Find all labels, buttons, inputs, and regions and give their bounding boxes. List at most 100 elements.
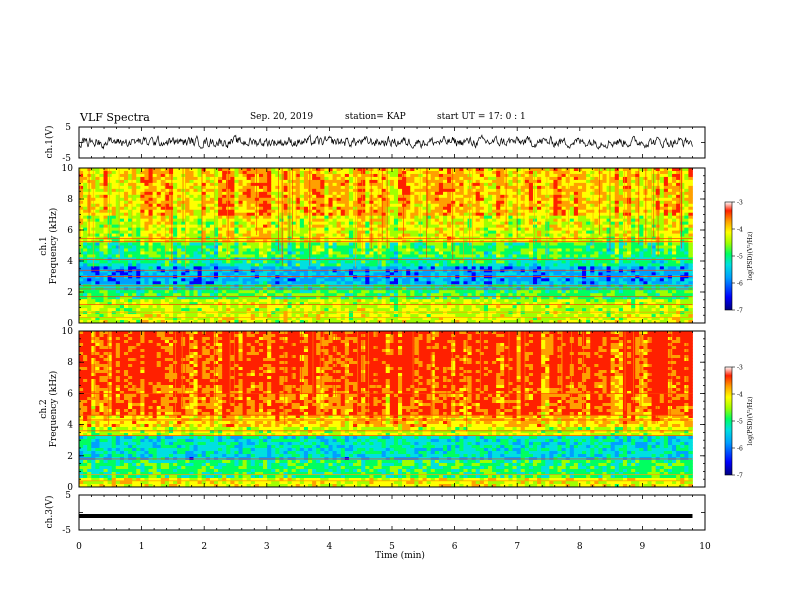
spectrogram-cell — [447, 302, 452, 306]
spectrogram-cell — [308, 245, 313, 249]
spectrogram-cell — [467, 245, 473, 249]
spectrogram-cell — [361, 290, 366, 294]
spectrogram-cell — [308, 272, 313, 276]
spectrogram-cell — [283, 314, 288, 318]
spectrogram-cell — [254, 296, 260, 300]
spectrogram-cell — [455, 248, 460, 252]
spectrogram-cell — [213, 281, 219, 285]
spectrogram-cell — [128, 293, 133, 297]
spectrogram-cell — [164, 179, 170, 184]
spectrogram-cell — [418, 218, 423, 223]
spectrogram-cell — [275, 227, 280, 231]
spectrogram-cell — [393, 209, 399, 214]
spectrogram-cell — [267, 248, 272, 252]
spectrogram-cell — [332, 320, 338, 324]
spectrogram-cell — [418, 215, 423, 220]
spectrogram-cell — [467, 269, 473, 273]
spectrogram-cell — [230, 197, 235, 202]
spectrogram-cell — [348, 170, 354, 175]
spectrogram-cell — [377, 203, 383, 208]
spectrogram-cell — [213, 275, 219, 279]
spectrogram-cell — [459, 188, 464, 193]
spectrogram-cell — [377, 278, 383, 282]
spectrogram-cell — [156, 185, 162, 190]
spectrogram-cell — [185, 272, 190, 276]
spectrogram-cell — [168, 227, 174, 231]
spectrogram-cell — [312, 168, 317, 172]
spectrogram-cell — [361, 206, 366, 211]
spectrogram-cell — [230, 173, 235, 178]
spectrogram-cell — [140, 230, 145, 234]
spectrogram-cell — [463, 260, 468, 264]
spectrogram-cell — [406, 317, 411, 321]
spectrogram-cell — [467, 260, 473, 264]
spectrogram-cell — [344, 296, 350, 300]
spectrogram-cell — [201, 215, 207, 220]
spectrogram-cell — [181, 290, 186, 294]
spectrogram-cell — [438, 278, 444, 282]
spectrogram-cell — [402, 191, 407, 196]
spectrogram-cell — [267, 266, 272, 270]
spectrogram-cell — [230, 302, 235, 306]
spectrogram-cell — [418, 176, 423, 181]
spectrogram-cell — [103, 311, 109, 315]
spectrogram-cell — [447, 215, 452, 220]
spectrogram-cell — [213, 224, 219, 229]
spectrogram-cell — [267, 200, 272, 205]
spectrogram-cell — [205, 296, 211, 300]
spectrogram-cell — [144, 194, 149, 199]
spectrogram-cell — [132, 221, 137, 226]
spectrogram-cell — [402, 173, 407, 178]
spectrogram-cell — [87, 242, 92, 246]
spectrogram-cell — [160, 194, 166, 199]
spectrogram-cell — [275, 206, 280, 211]
spectrogram-cell — [320, 173, 325, 178]
spectrogram-cell — [132, 275, 137, 279]
spectrogram-cell — [201, 248, 207, 252]
spectrogram-cell — [123, 230, 129, 234]
spectrogram-cell — [218, 314, 223, 318]
spectrogram-cell — [242, 305, 248, 309]
spectrogram-cell — [177, 263, 182, 267]
spectrogram-cell — [209, 227, 215, 231]
spectrogram-cell — [291, 278, 297, 282]
spectrogram-cell — [83, 185, 88, 190]
spectrogram-cell — [381, 191, 387, 196]
spectrogram-cell — [373, 224, 378, 229]
spectrogram-cell — [201, 305, 207, 309]
spectrogram-cell — [336, 314, 342, 318]
spectrogram-cell — [128, 272, 133, 276]
spectrogram-cell — [299, 221, 305, 226]
spectrogram-cell — [430, 281, 436, 285]
spectrogram-cell — [389, 206, 395, 211]
spectrogram-cell — [156, 206, 162, 211]
spectrogram-cell — [238, 308, 243, 312]
spectrogram-cell — [422, 254, 428, 258]
spectrogram-cell — [340, 254, 346, 258]
spectrogram-cell — [418, 311, 423, 315]
spectrogram-cell — [422, 191, 428, 196]
spectrogram-cell — [377, 296, 383, 300]
spectrogram-cell — [451, 168, 456, 172]
spectrogram-cell — [291, 269, 297, 273]
spectrogram-cell — [393, 191, 399, 196]
spectrogram-cell — [422, 320, 428, 324]
spectrogram-cell — [455, 200, 460, 205]
spectrogram-cell — [418, 245, 423, 249]
spectrogram-cell — [115, 242, 121, 246]
spectrogram-cell — [246, 206, 252, 211]
spectrogram-cell — [434, 278, 440, 282]
spectrogram-cell — [377, 293, 383, 297]
spectrogram-cell — [283, 170, 288, 175]
spectrogram-cell — [160, 245, 166, 249]
spectrogram-cell — [181, 233, 186, 237]
spectrogram-cell — [148, 254, 154, 258]
spectrogram-cell — [308, 293, 313, 297]
spectrogram-cell — [83, 263, 88, 267]
spectrogram-cell — [422, 224, 428, 229]
spectrogram-cell — [357, 170, 362, 175]
spectrogram-cell — [189, 179, 194, 184]
spectrogram-cell — [267, 188, 272, 193]
spectrogram-cell — [459, 272, 464, 276]
spectrogram-cell — [99, 209, 104, 214]
